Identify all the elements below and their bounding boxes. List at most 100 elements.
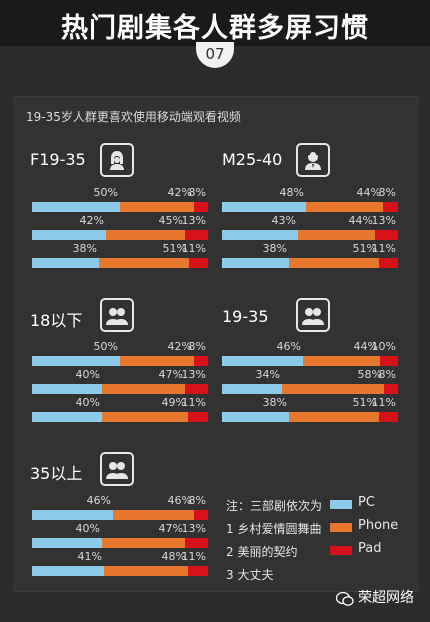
bar-segment-pc [32,202,120,212]
bar-segment-pc [32,258,99,268]
data-label-pc: 34% [255,368,280,381]
wechat-icon [336,591,354,606]
stacked-bar [32,202,208,212]
bar-row: 42% 45% 13% [32,214,208,242]
bar-segment-pc [32,356,120,366]
bar-row: 43% 44% 13% [222,214,398,242]
bar-segment-phone [99,258,189,268]
legend-label-phone: Phone [358,518,399,533]
data-label-phone: 49% [161,396,186,409]
bar-segment-pc [32,384,102,394]
data-label-phone: 45% [158,214,183,227]
data-label-phone: 42% [167,186,192,199]
stacked-bar [32,538,208,548]
kids-icon [100,298,134,332]
group-label-under-18: 18以下 [30,311,83,330]
data-label-pc: 38% [72,242,97,255]
bar-segment-phone [303,356,380,366]
bar-row: 40% 47% 13% [32,522,208,550]
stacked-bar [222,384,398,394]
data-label-pc: 48% [279,186,304,199]
legend-note: 注：三部剧依次为 [226,499,323,513]
bar-segment-phone [289,412,379,422]
stacked-bar [32,566,208,576]
group-label-over-35: 35以上 [30,464,83,483]
data-label-pad: 11% [181,242,206,255]
bar-segment-phone [298,230,375,240]
bar-segment-pad [379,258,398,268]
stacked-bar [32,384,208,394]
bar-segment-pc [32,510,113,520]
bar-segment-pad [185,230,208,240]
data-label-phone: 48% [161,550,186,563]
data-label-pad: 8% [378,368,396,381]
bar-segment-pc [222,258,289,268]
stacked-bar [222,258,398,268]
data-label-phone: 44% [353,340,378,353]
bar-row: 46% 44% 10% [222,340,398,368]
data-label-pc: 42% [79,214,104,227]
data-label-phone: 58% [357,368,382,381]
data-label-pc: 40% [75,368,100,381]
data-label-pad: 10% [371,340,396,353]
legend-label-pc: PC [358,495,375,510]
data-label-pc: 43% [271,214,296,227]
bar-segment-phone [104,566,188,576]
data-label-phone: 51% [162,242,187,255]
data-label-phone: 47% [158,368,183,381]
group-label-f19-35: F19-35 [30,150,86,169]
bar-segment-phone [102,538,185,548]
legend-show-3: 3 大丈夫 [226,568,274,582]
data-label-pad: 11% [181,396,206,409]
data-label-pad: 8% [188,340,206,353]
stacked-bar [32,412,208,422]
bar-row: 34% 58% 8% [222,368,398,396]
bar-row: 40% 47% 13% [32,368,208,396]
data-label-pc: 41% [77,550,102,563]
legend-swatch-pc [330,500,352,509]
bar-row: 40% 49% 11% [32,396,208,424]
data-label-phone: 44% [348,214,373,227]
data-label-pad: 11% [371,396,396,409]
watermark-text: 荣超网络 [358,590,414,606]
data-label-pad: 11% [181,550,206,563]
bar-segment-phone [113,510,194,520]
data-label-pad: 13% [181,522,206,535]
stacked-bar [32,356,208,366]
data-label-pc: 50% [93,186,118,199]
data-label-phone: 44% [356,186,381,199]
header-banner: 热门剧集各人群多屏习惯 [0,0,430,46]
bar-segment-pad [379,412,398,422]
data-label-pc: 50% [93,340,118,353]
bar-segment-pc [32,230,106,240]
data-label-pad: 11% [371,242,396,255]
bar-segment-pad [375,230,398,240]
bar-segment-phone [289,258,379,268]
group-label-19-35: 19-35 [222,307,269,326]
bar-segment-pad [383,202,398,212]
bar-row: 38% 51% 11% [32,242,208,270]
bar-segment-pc [32,566,104,576]
bar-segment-phone [120,202,194,212]
chart-subtitle: 19-35岁人群更喜欢使用移动端观看视频 [26,110,241,124]
bar-segment-pc [222,356,303,366]
bar-segment-pad [194,202,208,212]
bar-segment-pad [384,384,398,394]
group-label-m25-40: M25-40 [222,150,283,169]
bar-segment-phone [282,384,384,394]
legend-swatch-pad [330,546,352,555]
data-label-phone: 46% [167,494,192,507]
bar-segment-pad [380,356,398,366]
bar-segment-pc [222,384,282,394]
stacked-bar [222,202,398,212]
data-label-phone: 51% [352,242,377,255]
data-label-pc: 38% [262,242,287,255]
data-label-pc: 40% [75,522,100,535]
bar-row: 50% 42% 8% [32,186,208,214]
couple-icon [296,298,330,332]
data-label-pad: 8% [188,186,206,199]
data-label-phone: 42% [167,340,192,353]
bar-row: 38% 51% 11% [222,396,398,424]
bar-segment-pad [194,356,208,366]
bar-row: 41% 48% 11% [32,550,208,578]
